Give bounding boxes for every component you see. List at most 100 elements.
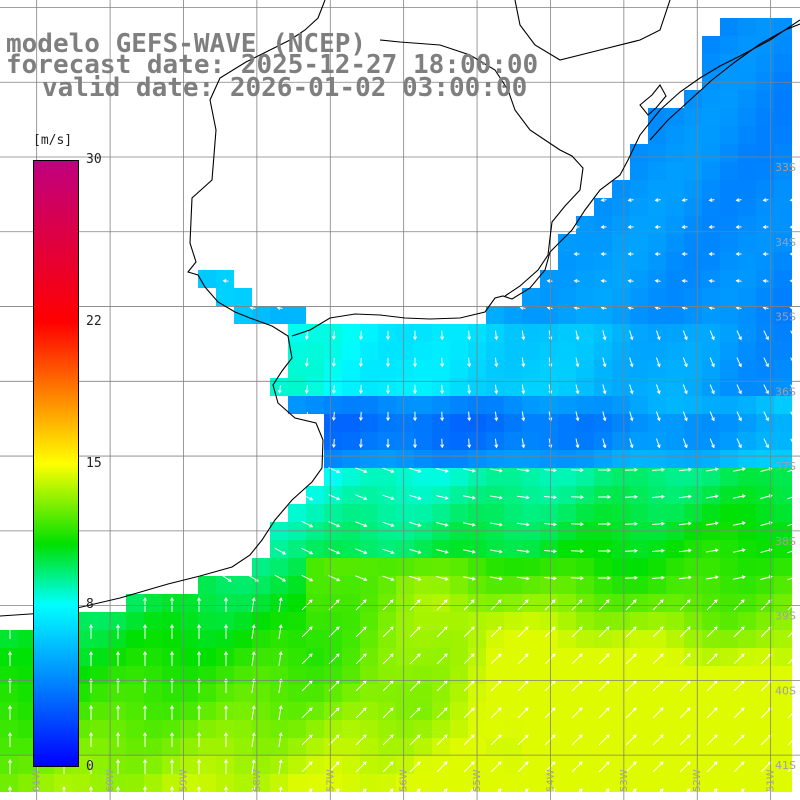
wind-speed-cell xyxy=(414,504,432,522)
wind-speed-cell xyxy=(522,648,540,666)
wind-arrow xyxy=(733,575,746,580)
wind-arrow xyxy=(331,411,336,422)
wind-speed-cell xyxy=(378,450,396,468)
wind-arrow xyxy=(681,225,688,229)
wind-speed-cell xyxy=(738,396,756,414)
wind-speed-cell xyxy=(414,396,432,414)
wind-speed-cell xyxy=(522,468,540,486)
wind-arrow xyxy=(517,653,529,665)
wind-speed-cell xyxy=(306,360,324,378)
wind-speed-cell xyxy=(432,648,450,666)
wind-speed-cell xyxy=(684,108,702,126)
wind-speed-cell xyxy=(756,684,774,702)
wind-speed-cell xyxy=(702,756,720,774)
wind-speed-cell xyxy=(540,450,558,468)
wind-speed-cell xyxy=(234,720,252,738)
wind-arrow xyxy=(436,761,448,773)
wind-speed-cell xyxy=(576,270,594,288)
wind-speed-cell xyxy=(774,360,792,378)
wind-speed-cell xyxy=(486,450,504,468)
wind-speed-cell xyxy=(180,738,198,756)
wind-speed-cell xyxy=(144,594,162,612)
wind-speed-cell xyxy=(738,612,756,630)
wind-arrow xyxy=(600,279,607,283)
wind-speed-cell xyxy=(504,360,522,378)
wind-speed-cell xyxy=(144,702,162,720)
wind-arrow xyxy=(516,468,530,473)
wind-speed-cell xyxy=(684,468,702,486)
wind-speed-cell xyxy=(504,342,522,360)
wind-speed-cell xyxy=(720,180,738,198)
wind-speed-cell xyxy=(414,432,432,450)
wind-speed-cell xyxy=(378,396,396,414)
wind-speed-cell xyxy=(666,684,684,702)
wind-speed-cell xyxy=(414,612,432,630)
wind-speed-cell xyxy=(288,360,306,378)
wind-speed-cell xyxy=(414,756,432,774)
forecast-date: forecast date: 2025-12-27 18:00:00 xyxy=(6,50,539,80)
wind-speed-cell xyxy=(648,720,666,738)
wind-arrow xyxy=(301,493,314,501)
wind-speed-cell xyxy=(612,558,630,576)
wind-arrow xyxy=(652,788,664,800)
wind-arrow xyxy=(629,384,634,395)
wind-speed-cell xyxy=(576,756,594,774)
wind-speed-cell xyxy=(216,270,234,288)
wind-speed-cell xyxy=(450,504,468,522)
wind-arrow xyxy=(170,732,174,747)
wind-speed-cell xyxy=(0,756,18,774)
wind-speed-cell xyxy=(648,666,666,684)
wind-arrow xyxy=(787,680,799,692)
wind-speed-cell xyxy=(558,486,576,504)
wind-arrow xyxy=(304,330,309,340)
wind-arrow xyxy=(733,788,745,800)
wind-speed-cell xyxy=(522,612,540,630)
wind-arrow xyxy=(600,252,607,256)
wind-speed-cell xyxy=(396,504,414,522)
wind-speed-cell xyxy=(0,666,18,684)
lon-label: 57W xyxy=(325,769,336,792)
wind-speed-cell xyxy=(342,360,360,378)
wind-speed-cell xyxy=(576,216,594,234)
wind-speed-cell xyxy=(522,342,540,360)
wind-arrow xyxy=(598,707,610,719)
model-name: modelo GEFS-WAVE (NCEP) xyxy=(6,29,367,59)
wind-arrow xyxy=(331,357,336,368)
wind-speed-cell xyxy=(324,432,342,450)
wind-speed-cell xyxy=(648,738,666,756)
wind-arrow xyxy=(222,279,229,283)
wind-speed-cell xyxy=(558,360,576,378)
wind-speed-cell xyxy=(720,18,738,36)
wind-speed-cell xyxy=(270,630,288,648)
wind-arrow xyxy=(573,279,580,283)
wind-arrow xyxy=(625,599,637,611)
wind-arrow xyxy=(682,438,688,449)
wind-speed-cell xyxy=(666,108,684,126)
wind-arrow xyxy=(624,467,638,472)
wind-arrow xyxy=(736,357,742,368)
wind-speed-cell xyxy=(342,558,360,576)
wind-arrow xyxy=(301,653,313,665)
wind-arrow xyxy=(440,330,445,341)
wind-speed-cell xyxy=(360,342,378,360)
wind-speed-cell xyxy=(306,756,324,774)
wind-speed-cell xyxy=(774,558,792,576)
wind-speed-cell xyxy=(756,414,774,432)
wind-arrow xyxy=(382,575,395,582)
colorbar-tick-label: 8 xyxy=(86,597,94,613)
wind-speed-cell xyxy=(414,666,432,684)
wind-speed-cell xyxy=(234,684,252,702)
wind-speed-cell xyxy=(504,684,522,702)
wind-speed-cell xyxy=(594,594,612,612)
wind-speed-cell xyxy=(684,90,702,108)
wind-arrow xyxy=(355,707,367,719)
wind-speed-cell xyxy=(414,414,432,432)
wind-speed-cell xyxy=(684,216,702,234)
wind-arrow xyxy=(355,521,368,528)
wind-speed-cell xyxy=(90,756,108,774)
wind-arrow xyxy=(386,438,390,449)
colorbar-tick-label: 30 xyxy=(86,152,102,167)
wind-arrow xyxy=(436,576,449,581)
wind-speed-cell xyxy=(306,702,324,720)
wind-speed-cell xyxy=(288,648,306,666)
